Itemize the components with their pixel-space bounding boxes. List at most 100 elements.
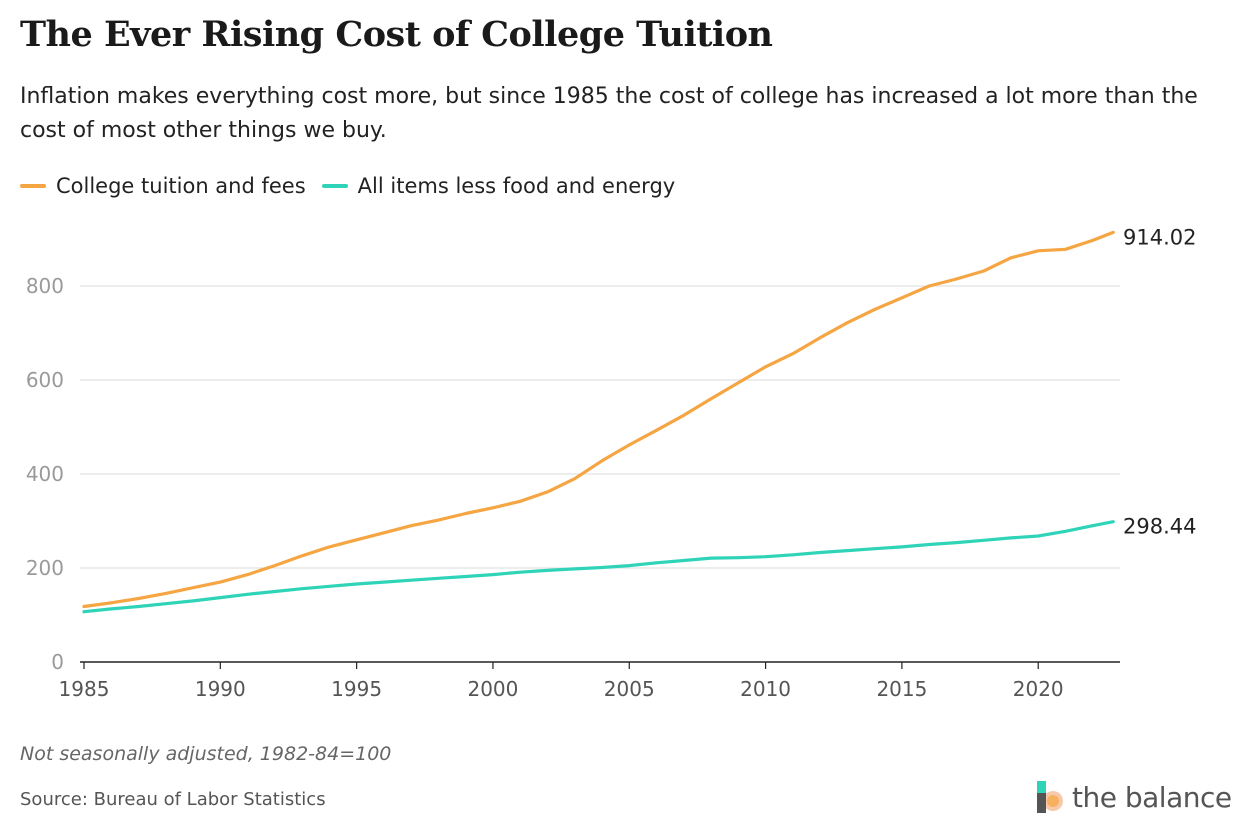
chart-note: Not seasonally adjusted, 1982-84=100 [20,743,392,765]
data-point-tuition-2000 [491,506,495,510]
data-point-tuition-2003 [573,477,577,481]
data-point-tuition-2022 [1091,239,1095,242]
brand-logo: the balance [1036,779,1232,815]
data-point-all-items-2011 [791,553,795,557]
y-tick-label-200: 200 [26,556,64,580]
data-point-tuition-2017 [955,277,958,281]
data-point-all-items-2009 [736,556,740,560]
x-tick-label-1990: 1990 [195,677,246,701]
data-point-tuition-2005 [627,443,631,447]
data-point-tuition-2002 [546,490,549,494]
data-point-all-items-1987 [137,605,140,608]
data-point-tuition-1988 [164,591,168,595]
data-point-all-items-2007 [682,559,686,562]
data-point-all-items-2019 [1009,536,1013,540]
data-point-tuition-2004 [600,459,604,463]
data-point-tuition-1998 [437,518,440,522]
data-point-tuition-2018 [982,269,986,273]
data-point-tuition-1993 [300,554,304,558]
x-tick-label-1995: 1995 [331,677,382,701]
data-point-tuition-2022.75 [1111,231,1115,234]
data-point-all-items-1992 [273,590,277,593]
data-point-all-items-1991 [246,592,249,596]
data-point-tuition-2007 [682,413,686,417]
data-point-all-items-2012 [818,551,822,554]
data-point-all-items-1995 [355,582,359,586]
data-point-tuition-2009 [736,381,740,385]
data-point-all-items-2022.75 [1111,520,1115,524]
data-point-all-items-2017 [955,541,958,545]
data-point-tuition-1994 [327,545,331,549]
data-point-tuition-1996 [382,531,386,535]
y-tick-label-400: 400 [26,462,64,486]
data-point-all-items-2014 [873,547,877,551]
data-point-tuition-2001 [518,499,522,503]
data-point-tuition-1986 [109,601,113,605]
data-point-all-items-2020 [1036,534,1040,538]
data-point-tuition-1985 [82,605,86,608]
chart-subtitle: Inflation makes everything cost more, bu… [20,84,1198,143]
x-tick-label-2015: 2015 [876,677,927,701]
data-point-tuition-2015 [900,296,904,300]
data-point-all-items-2000 [491,573,495,576]
data-point-tuition-1989 [191,586,195,590]
data-point-all-items-2008 [709,556,713,560]
data-point-all-items-2002 [546,568,549,572]
x-tick-label-2020: 2020 [1013,677,1064,701]
data-point-tuition-1997 [409,524,413,528]
end-label-all-items: 298.44 [1123,515,1196,539]
y-tick-label-800: 800 [26,274,64,298]
data-point-all-items-1990 [218,596,222,600]
data-point-all-items-2013 [845,549,849,553]
legend: College tuition and fees All items less … [20,174,691,198]
data-point-all-items-1996 [382,580,386,584]
legend-item-all-items: All items less food and energy [321,174,675,198]
x-tick-label-1985: 1985 [59,677,110,701]
data-point-tuition-1990 [218,580,222,584]
data-point-all-items-2022 [1091,524,1095,528]
brand-name: the balance [1072,780,1232,814]
series-line-tuition [82,230,1115,609]
data-point-tuition-2013 [845,321,849,325]
data-point-tuition-1987 [137,597,140,600]
data-point-tuition-2021 [1064,247,1067,251]
data-point-all-items-2018 [982,538,986,542]
legend-label-tuition: College tuition and fees [56,174,306,198]
data-point-all-items-1998 [437,576,440,580]
data-point-all-items-2021 [1064,529,1067,533]
y-tick-label-0: 0 [51,650,64,674]
line-chart: 0 200 400 600 800 1985 1990 1995 2000 2005 2010 201… [26,225,1197,701]
data-point-tuition-2019 [1009,256,1013,260]
chart-title: The Ever Rising Cost of College Tuition [20,14,773,55]
balance-logo-icon [1037,781,1063,813]
x-tick-label-2000: 2000 [467,677,518,701]
x-tick-label-2005: 2005 [604,677,655,701]
data-point-tuition-2010 [764,365,767,369]
data-point-tuition-1991 [246,573,249,576]
data-point-all-items-1999 [464,575,468,578]
data-point-all-items-2010 [764,555,767,559]
data-point-tuition-2016 [927,284,931,288]
data-point-all-items-1985 [82,610,86,614]
data-point-all-items-2004 [600,566,604,569]
legend-swatch-tuition [20,184,46,188]
x-tick-label-2010: 2010 [740,677,791,701]
data-point-all-items-1988 [164,602,168,606]
data-point-all-items-1986 [109,607,113,611]
data-point-all-items-2016 [927,543,931,546]
data-point-all-items-1994 [327,584,331,588]
data-point-tuition-2014 [873,308,877,311]
data-point-all-items-2003 [573,567,577,571]
data-point-tuition-2011 [791,352,795,356]
data-point-all-items-2001 [518,570,522,574]
data-point-all-items-2015 [900,545,904,549]
series-line-all-items [82,520,1115,614]
data-point-all-items-1993 [300,587,304,591]
data-point-tuition-1995 [355,538,359,542]
data-point-tuition-2020 [1036,249,1040,253]
data-point-all-items-2006 [655,561,658,565]
chart-source: Source: Bureau of Labor Statistics [20,789,326,810]
data-point-all-items-2005 [627,564,631,568]
data-point-tuition-2006 [655,428,658,432]
y-tick-label-600: 600 [26,368,64,392]
